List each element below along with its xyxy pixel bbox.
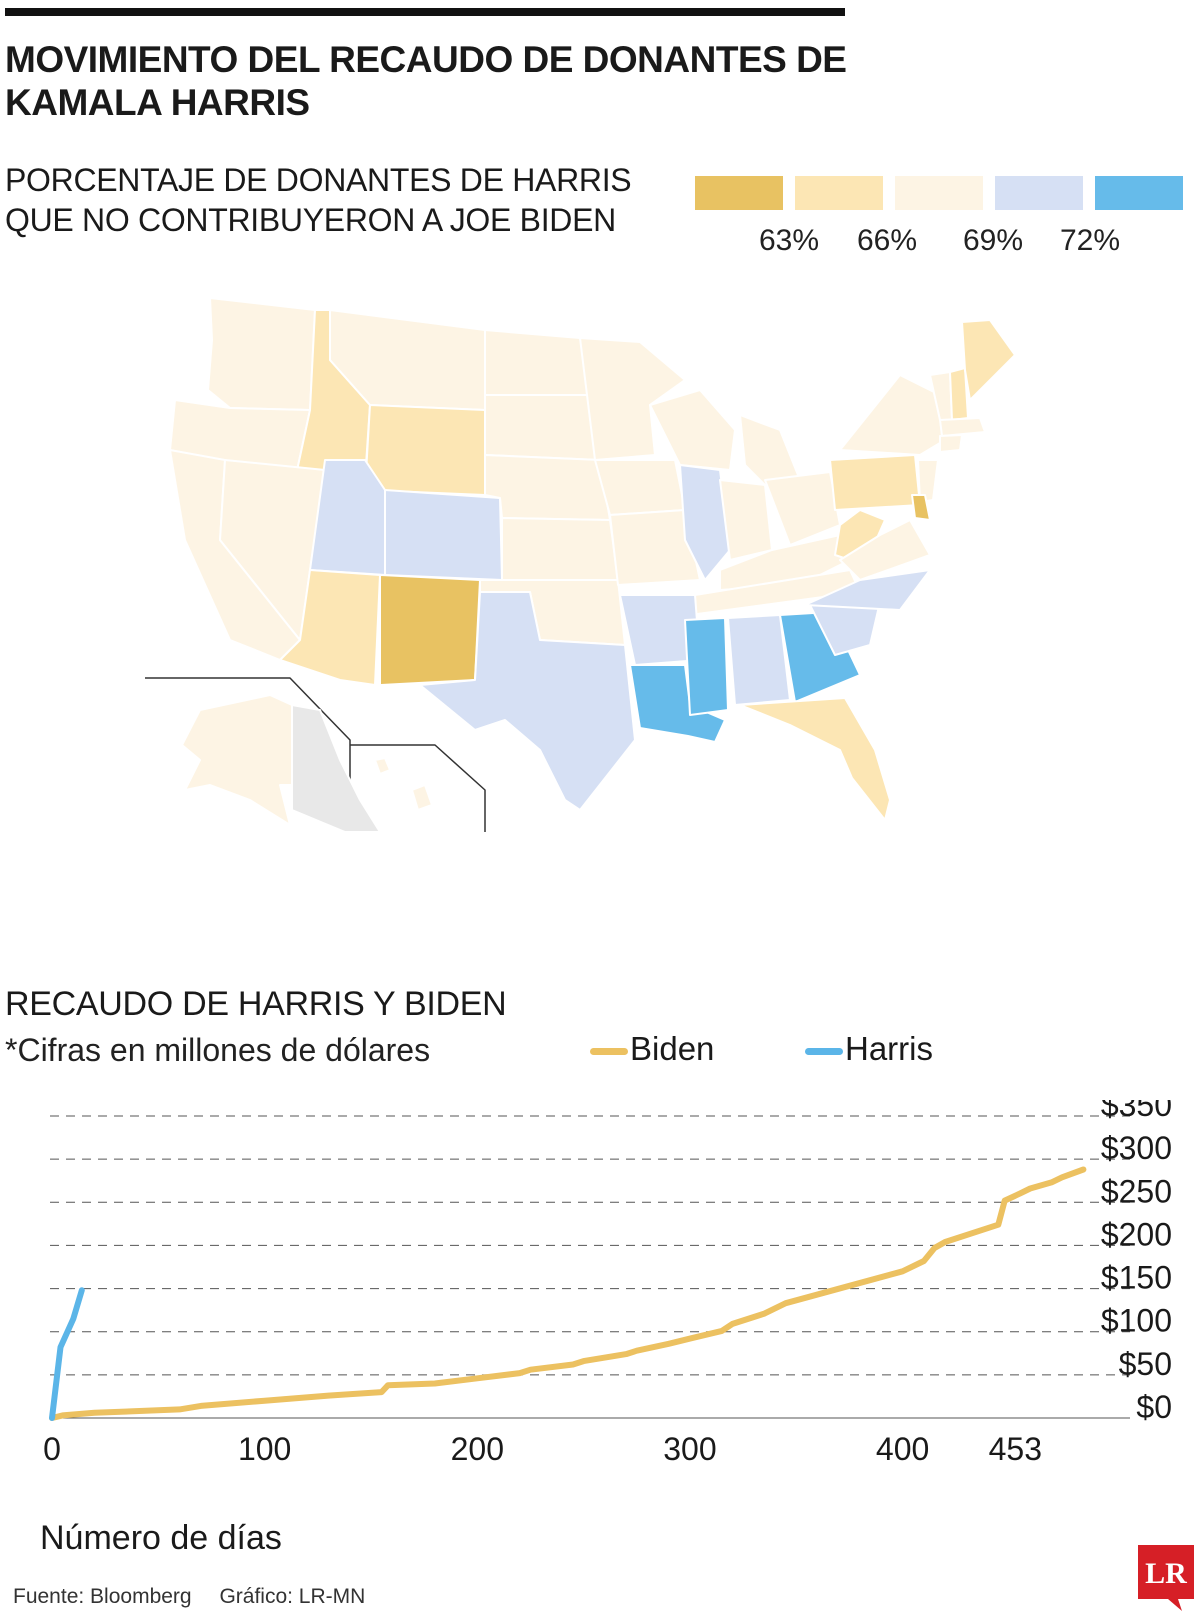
x-tick-label: 400	[876, 1431, 929, 1467]
page-title: MOVIMIENTO DEL RECAUDO DE DONANTES DE KA…	[5, 39, 847, 123]
y-tick-label: $200	[1101, 1216, 1172, 1252]
x-tick-label: 100	[238, 1431, 291, 1467]
map-legend: 63% 66% 69% 72%	[695, 176, 1195, 266]
legend-swatch-2	[795, 176, 883, 210]
state-ohio	[764, 471, 841, 546]
legend-swatch-1	[695, 176, 783, 210]
state-hawaii	[374, 757, 391, 775]
chart-title: RECAUDO DE HARRIS Y BIDEN	[5, 985, 507, 1023]
state-new-mexico	[379, 574, 481, 686]
chart-series	[49, 1166, 1087, 1421]
state-louisiana	[629, 664, 726, 743]
state-michigan	[739, 414, 801, 486]
chart-grid	[50, 1115, 1130, 1419]
legend-harris-line	[805, 1048, 843, 1055]
state-kansas	[501, 517, 619, 581]
state-iowa	[594, 459, 686, 516]
region-canada-inset	[291, 704, 381, 833]
x-tick-label: 453	[989, 1431, 1042, 1467]
y-tick-label: $0	[1136, 1389, 1172, 1425]
x-tick-label: 0	[43, 1431, 61, 1467]
us-choropleth-map	[145, 297, 1016, 833]
x-axis-label: Número de días	[40, 1519, 282, 1557]
state-connecticut	[939, 434, 963, 453]
state-florida	[739, 697, 891, 821]
y-tick-label: $100	[1101, 1303, 1172, 1339]
legend-biden-label: Biden	[630, 1030, 715, 1067]
y-tick-label: $350	[1101, 1100, 1172, 1123]
legend-swatch-5	[1095, 176, 1183, 210]
state-nebraska	[484, 454, 611, 521]
state-new-jersey	[917, 459, 939, 503]
state-north-carolina	[804, 569, 931, 611]
state-wyoming	[364, 404, 486, 496]
chart-subtitle: *Cifras en millones de dólares	[5, 1032, 431, 1068]
state-indiana	[719, 479, 773, 561]
state-missouri	[609, 509, 701, 586]
graphic-credit: Gráfico: LR-MN	[219, 1585, 366, 1608]
legend-label-66: 66%	[856, 224, 918, 257]
x-tick-label: 300	[663, 1431, 716, 1467]
legend-swatch-3	[895, 176, 983, 210]
y-tick-label: $150	[1101, 1260, 1172, 1296]
state-virginia	[839, 519, 931, 581]
x-axis-ticks: 0 100 200 300 400 453	[43, 1431, 1042, 1467]
legend-biden-line	[590, 1048, 628, 1055]
lr-logo-text: LR	[1145, 1557, 1187, 1590]
y-tick-label: $50	[1119, 1346, 1172, 1382]
y-axis-ticks: $0 $50 $100 $150 $200 $250 $300 $350	[1101, 1100, 1172, 1425]
series-line-biden	[49, 1166, 1087, 1421]
series-line-harris	[49, 1287, 85, 1421]
line-chart: $0 $50 $100 $150 $200 $250 $300 $350 0 100 200 300…	[40, 1100, 1172, 1557]
x-tick-label: 200	[451, 1431, 504, 1467]
legend-swatch-4	[995, 176, 1083, 210]
state-delaware	[911, 494, 931, 521]
lr-logo: LR	[1138, 1545, 1194, 1611]
state-hawaii-island	[411, 784, 433, 811]
legend-label-72: 72%	[1059, 224, 1121, 257]
lr-logo-shape	[1138, 1545, 1194, 1611]
state-wisconsin	[649, 389, 736, 471]
state-mississippi	[684, 617, 729, 716]
y-tick-label: $300	[1101, 1130, 1172, 1166]
state-colorado	[384, 489, 503, 581]
top-rule	[5, 8, 845, 16]
map-title: PORCENTAJE DE DONANTES DE HARRIS QUE NO …	[5, 162, 632, 238]
state-massachusetts	[939, 417, 986, 437]
state-maine	[961, 319, 1016, 401]
legend-harris-label: Harris	[845, 1030, 933, 1067]
state-pennsylvania	[829, 454, 921, 511]
y-tick-label: $250	[1101, 1173, 1172, 1209]
footer: Fuente: Bloomberg Gráfico: LR-MN	[13, 1585, 387, 1609]
state-washington	[207, 297, 316, 411]
state-north-dakota	[484, 329, 591, 396]
state-texas	[419, 591, 636, 811]
inset-border-hawaii	[350, 744, 486, 832]
state-south-dakota	[484, 394, 601, 461]
legend-label-63: 63%	[758, 224, 820, 257]
source-credit: Fuente: Bloomberg	[13, 1585, 192, 1608]
legend-label-69: 69%	[962, 224, 1024, 257]
state-alabama	[727, 614, 791, 706]
state-illinois	[679, 464, 731, 581]
state-alaska	[181, 694, 293, 826]
